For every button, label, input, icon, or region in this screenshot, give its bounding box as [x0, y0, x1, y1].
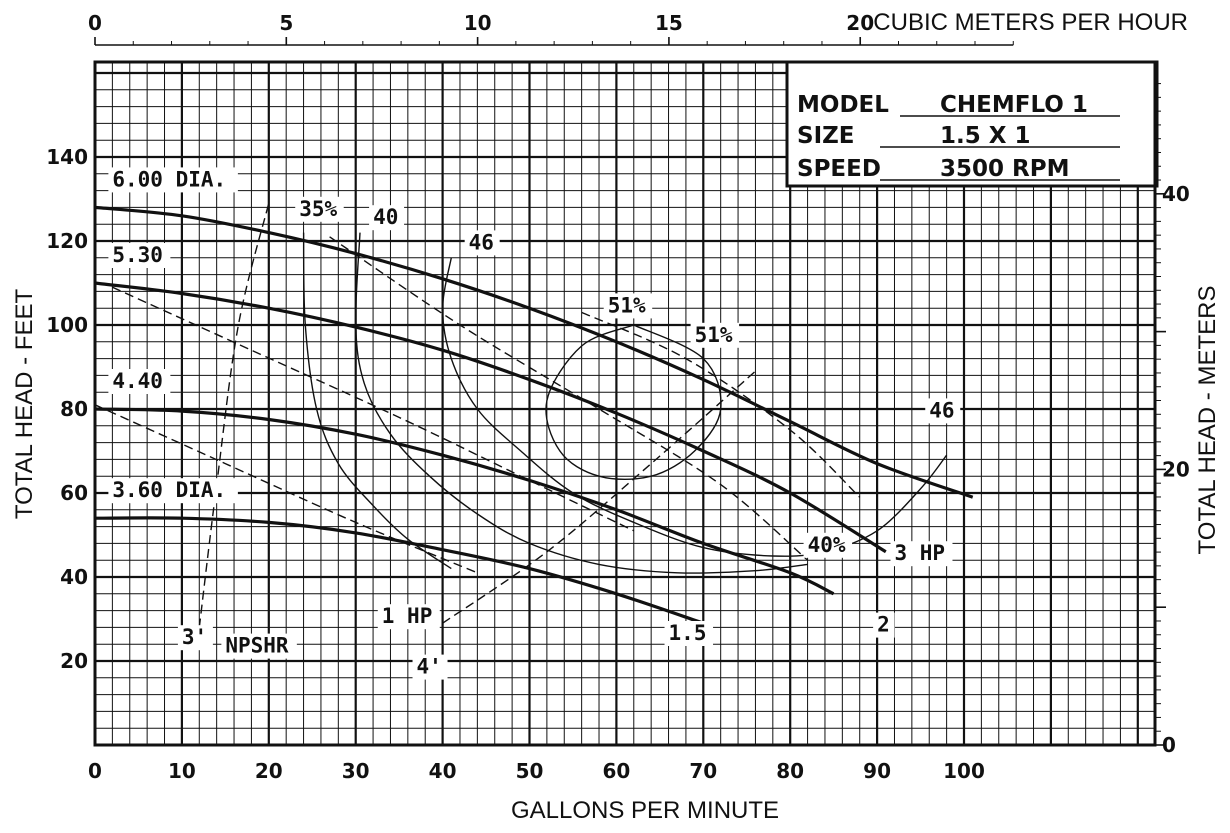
- x2-tick-label: 10: [464, 11, 492, 35]
- y-axis-title: TOTAL HEAD - FEET: [11, 289, 38, 520]
- y-tick-label: 80: [60, 397, 88, 421]
- power-curve-1-hp: [94, 404, 478, 574]
- npshr-curve-4: [442, 370, 756, 624]
- x-tick-label: 30: [342, 759, 370, 783]
- speed-value: 3500 RPM: [940, 156, 1069, 182]
- annotation-background: [108, 369, 171, 394]
- power-curve-3-hp: [581, 311, 861, 498]
- y-tick-label: 40: [60, 565, 88, 589]
- annotation-background: [925, 398, 961, 424]
- annotation-background: [369, 205, 405, 231]
- curves: [94, 203, 974, 628]
- annotation-background: [108, 478, 238, 504]
- annotation-background: [890, 541, 953, 567]
- annotation-label: 4': [417, 655, 442, 679]
- npshr-curve-3: [198, 203, 270, 628]
- efficiency-curve-40: [354, 232, 808, 574]
- size-value: 1.5 X 1: [940, 123, 1031, 149]
- speed-label: SPEED: [797, 156, 881, 182]
- annotation-background: [803, 532, 853, 558]
- annotation-label: 5.30: [112, 243, 163, 267]
- head-curve-5-30: [94, 281, 887, 554]
- x2-axis-title: CUBIC METERS PER HOUR: [873, 9, 1188, 36]
- x-tick-label: 70: [689, 759, 717, 783]
- annotation-background: [108, 167, 238, 193]
- x-tick-label: 50: [516, 759, 544, 783]
- x-tick-label: 0: [88, 759, 102, 783]
- x-axis-title: GALLONS PER MINUTE: [511, 797, 779, 824]
- x-axis-ticks: 0 10 20 30 40 50 60 70 80 90 100: [88, 759, 985, 783]
- x2-tick-label: 15: [655, 11, 683, 35]
- x-tick-label: 90: [863, 759, 891, 783]
- x2-tick-label: 20: [846, 11, 874, 35]
- x2-tick-label: 0: [88, 11, 102, 35]
- x-tick-label: 10: [168, 759, 196, 783]
- y2-tick-label: 40: [1162, 182, 1190, 206]
- annotation-label: 46: [469, 230, 494, 254]
- power-curve-2: [329, 236, 809, 561]
- head-curve-6-00-dia: [94, 205, 974, 499]
- y-tick-label: 20: [60, 649, 88, 673]
- annotation-label: 35%: [299, 197, 337, 221]
- y2-tick-label: 20: [1162, 457, 1190, 481]
- annotation-background: [464, 230, 500, 256]
- info-box-background: [785, 60, 1159, 188]
- annotation-background: [295, 196, 344, 222]
- annotation-background: [377, 604, 440, 630]
- model-value: CHEMFLO 1: [940, 92, 1088, 118]
- head-curve-4-40: [94, 407, 835, 596]
- info-box: MODEL CHEMFLO 1 SIZE 1.5 X 1 SPEED 3500 …: [785, 60, 1159, 188]
- annotations: 6.00 DIA. 35% 40 46 5.30 51% 51% 4.40 46 3.60 DIA…: [108, 167, 961, 680]
- top-axis: 0 5 10 15 20: [88, 11, 1014, 46]
- annotation-label: 1 HP: [382, 604, 433, 628]
- annotation-background: [412, 654, 448, 680]
- annotation-background: [603, 293, 653, 319]
- annotation-label: 1.5: [669, 621, 707, 645]
- annotation-label: 4.40: [112, 369, 163, 393]
- annotation-label: 6.00 DIA.: [112, 167, 226, 191]
- y-tick-label: 140: [46, 145, 88, 169]
- head-curve-3-60-dia: [94, 516, 704, 625]
- y-tick-label: 120: [46, 229, 88, 253]
- annotation-background: [873, 612, 895, 638]
- size-label: SIZE: [797, 123, 855, 149]
- annotation-background: [664, 621, 714, 646]
- y-tick-label: 60: [60, 481, 88, 505]
- annotation-label: NPSHR: [225, 634, 289, 658]
- x-tick-label: 80: [776, 759, 804, 783]
- annotation-label: 51%: [695, 323, 733, 347]
- x-tick-label: 40: [429, 759, 457, 783]
- y2-axis-title: TOTAL HEAD - METERS: [1194, 286, 1221, 555]
- y-tick-label: 100: [46, 313, 88, 337]
- annotation-label: 3.60 DIA.: [112, 478, 226, 502]
- annotation-label: 51%: [608, 293, 646, 317]
- annotation-background: [108, 243, 171, 268]
- annotation-label: 3 HP: [894, 541, 945, 565]
- y-axis-ticks: 20 40 60 80 100 120 140: [46, 145, 88, 673]
- x-tick-label: 60: [602, 759, 630, 783]
- annotation-label: 46: [929, 398, 954, 422]
- annotation-background: [221, 633, 297, 659]
- annotation-background: [690, 322, 740, 348]
- efficiency-curve-51: [545, 324, 722, 481]
- annotation-label: 3': [182, 625, 207, 649]
- right-axis: 0 20 40: [1154, 83, 1190, 757]
- efficiency-curve-35: [302, 232, 452, 570]
- annotation-background: [177, 625, 213, 651]
- x-tick-label: 20: [255, 759, 283, 783]
- x-tick-label: 100: [943, 759, 985, 783]
- annotation-label: 2: [877, 613, 890, 637]
- power-curve-1-5: [112, 286, 635, 532]
- annotation-label: 40%: [808, 533, 846, 557]
- efficiency-curve-46: [441, 257, 948, 557]
- x2-tick-label: 5: [279, 11, 293, 35]
- y2-tick-label: 0: [1162, 733, 1176, 757]
- model-label: MODEL: [797, 92, 889, 118]
- annotation-label: 40: [373, 205, 398, 229]
